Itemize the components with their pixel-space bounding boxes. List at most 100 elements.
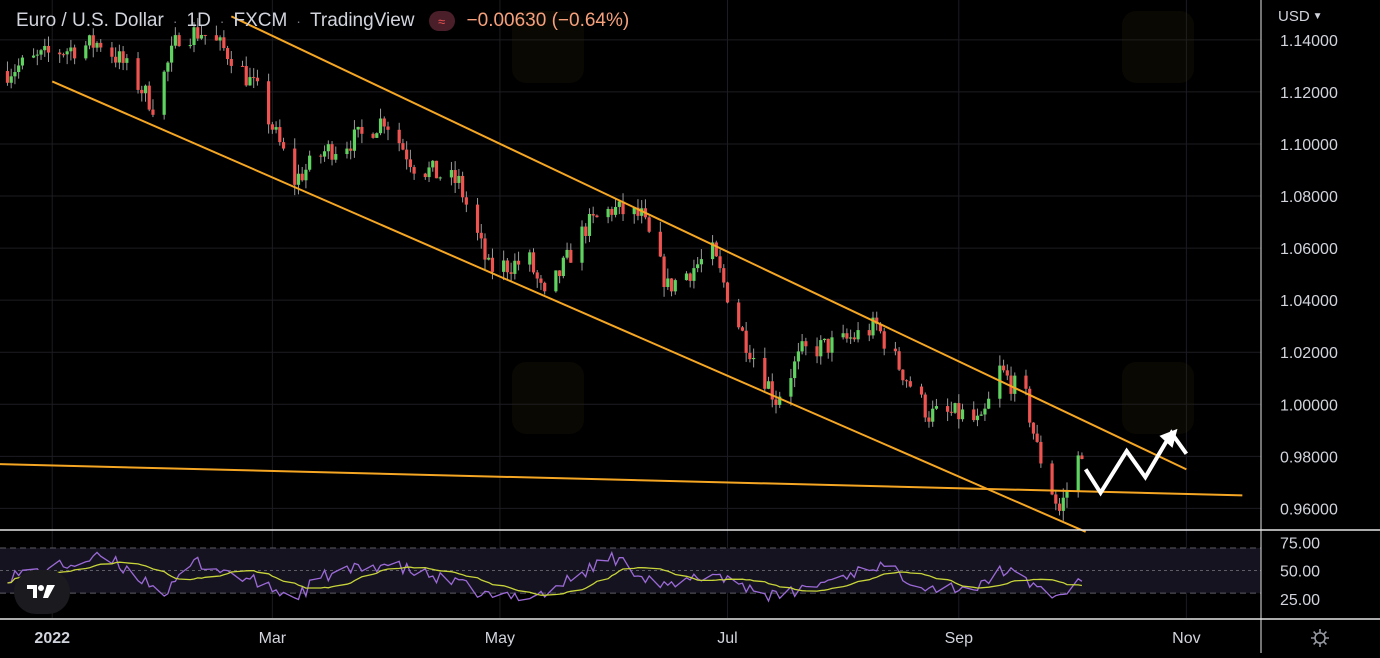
candle-body (304, 169, 308, 181)
candle-body (595, 215, 599, 218)
candle-body (867, 330, 871, 336)
candle-body (621, 201, 625, 215)
candle-body (1076, 455, 1080, 492)
candle-body (927, 417, 931, 422)
candle-body (923, 394, 927, 418)
candle-body (856, 330, 860, 340)
candle-body (960, 409, 965, 420)
candle-up (692, 259, 696, 289)
candle-body (718, 256, 722, 269)
candle-body (819, 340, 823, 357)
candle-up (632, 206, 636, 224)
x-tick-label: Jul (717, 630, 737, 647)
candle-down (214, 25, 218, 41)
candle-up (248, 67, 252, 86)
candle-down (382, 116, 386, 134)
candle-up (841, 324, 845, 340)
candle-body (1028, 388, 1032, 423)
candle-down (688, 272, 692, 288)
candle-body (871, 317, 875, 336)
settings-gear-icon[interactable] (1309, 627, 1331, 649)
candle-body (606, 208, 610, 218)
candle-up (1061, 488, 1065, 521)
candle-up (487, 254, 491, 261)
candle-up (987, 391, 991, 410)
candle-body (408, 159, 412, 168)
candle-down (408, 149, 412, 173)
candle-down (737, 298, 741, 330)
candle-body (334, 154, 338, 160)
candle-body (666, 278, 670, 287)
symbol-title[interactable]: Euro / U.S. Dollar (16, 10, 164, 31)
candle-body (543, 282, 547, 292)
candle-body (397, 129, 401, 144)
candle-body (1009, 375, 1013, 394)
candle-body (427, 167, 431, 178)
candle-body (673, 280, 677, 292)
candle-body (688, 273, 692, 281)
rsi-ma-line (7, 561, 1083, 596)
candle-down (300, 166, 304, 182)
candle-body (617, 201, 621, 207)
candle-body (386, 126, 390, 130)
candle-body (513, 260, 517, 274)
candle-body (58, 52, 62, 55)
candle-body (561, 257, 565, 277)
candle-body (699, 259, 703, 265)
candle-body (946, 406, 950, 412)
candle-body (99, 42, 103, 48)
candle-body (255, 77, 260, 82)
candle-body (248, 77, 252, 86)
candle-body (1001, 365, 1006, 371)
candle-up (1076, 451, 1080, 498)
candle-up (979, 411, 983, 417)
candle-body (710, 242, 715, 260)
candle-up (31, 48, 36, 59)
candle-body (229, 59, 233, 66)
candle-body (162, 71, 166, 115)
candle-body (632, 207, 636, 215)
candle-body (479, 232, 483, 239)
candle-down (1009, 366, 1013, 401)
y-tick-label: 0.96000 (1280, 501, 1338, 518)
candle-body (696, 264, 700, 269)
candle-body (114, 56, 118, 63)
candle-up (580, 220, 584, 271)
approx-icon[interactable]: ≈ (428, 11, 455, 31)
candle-body (177, 35, 181, 47)
candle-down (252, 68, 256, 89)
candle-down (319, 153, 323, 164)
candle-up (378, 108, 383, 136)
candle-body (714, 242, 718, 257)
candle-down (270, 121, 274, 134)
tradingview-logo-icon[interactable] (14, 570, 70, 614)
candle-body (39, 50, 43, 55)
y-tick-label: 0.98000 (1280, 449, 1338, 466)
candle-down (569, 243, 573, 263)
candle-down (748, 344, 752, 363)
candle-body (722, 268, 726, 283)
candle-body (330, 144, 334, 160)
candle-body (244, 66, 248, 86)
interval-label[interactable]: 1D (186, 10, 211, 31)
candle-down (278, 119, 282, 146)
candle-body (1080, 455, 1084, 460)
candle-body (1005, 370, 1009, 376)
y-tick-label: 1.10000 (1280, 137, 1338, 154)
candle-down (908, 376, 912, 388)
candle-down (901, 369, 905, 386)
candle-body (69, 47, 73, 52)
candle-down (479, 224, 483, 249)
candle-up (143, 84, 148, 102)
candle-body (252, 77, 256, 79)
x-tick-label: Nov (1172, 630, 1200, 647)
candle-body (412, 167, 416, 174)
candle-up (983, 403, 987, 421)
candle-up (84, 41, 88, 61)
currency-selector[interactable]: USD ▼ (1278, 8, 1323, 25)
header-separator: · (172, 13, 178, 29)
candle-down (147, 81, 151, 112)
candle-body (949, 411, 953, 413)
grid-group (0, 0, 1261, 618)
candle-body (919, 386, 924, 395)
